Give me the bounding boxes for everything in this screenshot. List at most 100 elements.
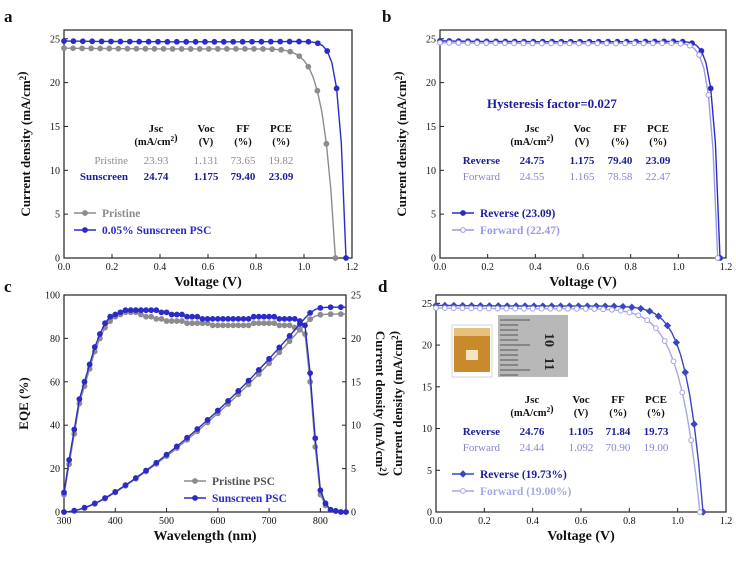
data-point xyxy=(97,45,104,52)
table-header: Voc xyxy=(197,123,214,135)
text-part: ) xyxy=(174,133,178,144)
data-point xyxy=(307,370,314,377)
table-header-unit: (%) xyxy=(272,137,290,148)
x-tick-label: 0.0 xyxy=(58,262,71,273)
data-point xyxy=(235,388,242,394)
data-point xyxy=(127,307,134,314)
data-point xyxy=(460,488,466,494)
text-part: ) xyxy=(550,404,554,415)
table-cell: 19.73 xyxy=(644,426,669,438)
table-cell: 1.131 xyxy=(194,155,219,167)
text-part: (%) xyxy=(611,137,629,148)
data-point xyxy=(255,313,262,320)
data-point xyxy=(468,305,475,312)
data-point xyxy=(286,322,293,329)
x-tick-label: 0.2 xyxy=(481,262,494,273)
data-point xyxy=(250,313,257,320)
table-cell: 1.175 xyxy=(570,155,595,167)
x-tick-label: 1.0 xyxy=(671,516,684,527)
data-point xyxy=(204,417,211,423)
device-active-area xyxy=(466,350,478,360)
data-point xyxy=(278,46,285,53)
table-header: FF xyxy=(613,123,627,135)
data-point xyxy=(612,40,619,47)
y-tick-label: 0 xyxy=(55,508,60,519)
data-point xyxy=(266,355,272,362)
data-point xyxy=(455,40,462,46)
data-point xyxy=(179,318,185,324)
data-point xyxy=(714,255,721,261)
data-point xyxy=(173,38,180,45)
data-point xyxy=(307,309,314,316)
data-point xyxy=(281,315,288,322)
data-point xyxy=(220,315,226,322)
x-tick-label: 0.0 xyxy=(434,262,447,273)
table-cell: 1.105 xyxy=(569,426,594,438)
data-point xyxy=(635,312,642,319)
data-point xyxy=(323,140,330,147)
data-point xyxy=(145,38,152,45)
table-cell: 23.09 xyxy=(646,155,671,167)
data-point xyxy=(108,38,114,45)
text-part: (%) xyxy=(649,137,667,148)
ruler-label: 11 xyxy=(541,357,556,370)
superscript: 2 xyxy=(394,75,404,80)
data-point xyxy=(474,40,480,46)
panel-letter: c xyxy=(4,277,12,296)
data-point xyxy=(251,45,257,52)
data-point xyxy=(178,46,185,52)
data-point xyxy=(255,366,262,373)
data-point xyxy=(106,45,113,52)
data-point xyxy=(261,313,267,320)
data-point xyxy=(117,309,124,316)
data-point xyxy=(653,325,659,332)
panel-letter: a xyxy=(4,7,13,26)
data-point xyxy=(255,320,262,327)
data-point xyxy=(132,475,139,481)
data-point xyxy=(194,313,201,320)
text-part: ) xyxy=(386,331,401,335)
data-point xyxy=(276,344,283,351)
x-tick-label: 400 xyxy=(108,516,123,527)
data-point xyxy=(76,396,83,403)
data-point xyxy=(296,38,302,45)
table-header: PCE xyxy=(645,394,667,406)
data-point xyxy=(163,451,170,458)
table-header-unit: (mA/cm2) xyxy=(510,133,554,148)
y-tick-label: 15 xyxy=(422,382,432,393)
table-header-unit: (V) xyxy=(574,408,589,419)
x-axis-label: Voltage (V) xyxy=(547,529,615,544)
y-axis-label: EQE (%) xyxy=(16,377,31,429)
data-point xyxy=(575,40,582,47)
data-point xyxy=(122,482,129,489)
data-point xyxy=(199,315,206,322)
y-tick-label: 0 xyxy=(431,254,436,265)
data-point xyxy=(266,320,272,327)
data-point xyxy=(214,315,221,322)
data-point xyxy=(184,320,190,327)
data-point xyxy=(230,315,237,322)
data-point xyxy=(296,326,303,333)
legend-label: Reverse (23.09) xyxy=(480,208,556,220)
data-point xyxy=(585,40,591,47)
panel-d: 0.0 0.2 0.4 0.6 0.8 1.0 1.2 0 5 10 15 20 25 Voltage (… xyxy=(378,277,732,544)
data-point xyxy=(464,40,471,46)
eqe-line xyxy=(63,309,346,513)
table-row-label: Forward xyxy=(463,171,501,183)
x-tick-label: 0.2 xyxy=(106,262,119,273)
series-sunscreen-psc xyxy=(61,304,349,515)
integrated-current-line xyxy=(63,313,346,513)
data-point xyxy=(600,306,607,313)
x-tick-label: 0.2 xyxy=(478,516,491,527)
ruler-label: 10 xyxy=(541,333,556,347)
text-part: (mA/cm xyxy=(510,137,546,148)
table-cell: 73.65 xyxy=(231,155,256,167)
data-point xyxy=(184,434,190,441)
data-point xyxy=(565,305,571,312)
data-point xyxy=(317,311,324,318)
text-part: (V) xyxy=(574,408,589,419)
y-axis-label: Current density (mA/cm2) xyxy=(390,71,409,216)
data-point xyxy=(276,322,283,329)
data-point xyxy=(538,305,545,312)
